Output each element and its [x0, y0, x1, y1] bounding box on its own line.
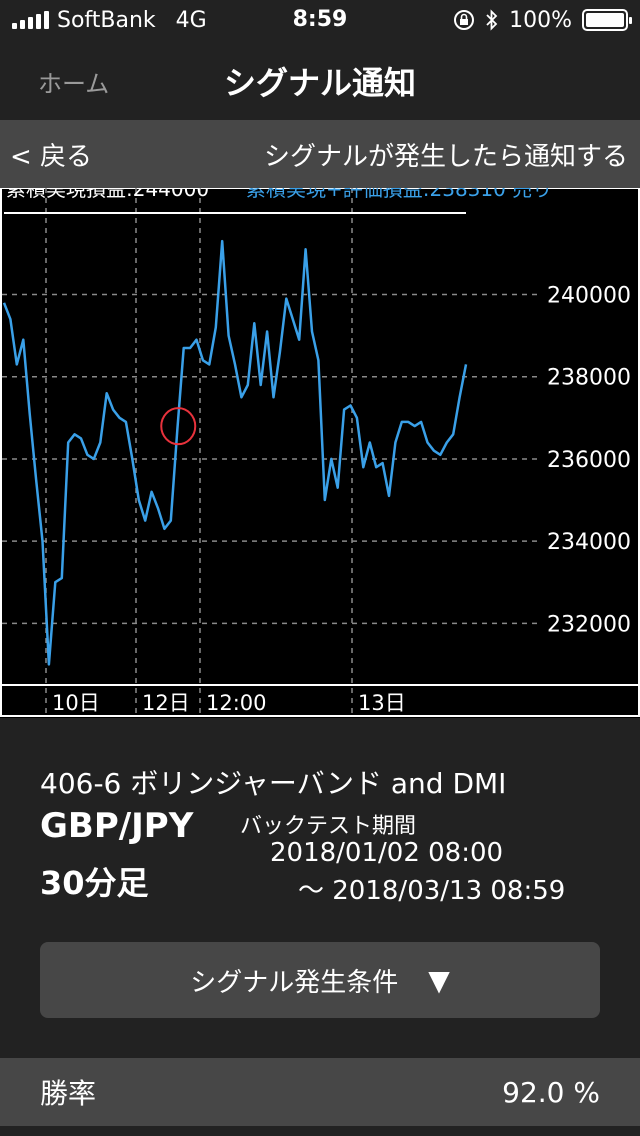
backtest-period-label: バックテスト期間	[240, 814, 417, 839]
sub-header-bar: < 戻る シグナルが発生したら通知する	[0, 120, 640, 188]
y-tick-label: 240000	[547, 284, 631, 309]
chart-svg: 240000 238000 236000 234000 232000 10日 12日 12:0…	[0, 188, 640, 718]
y-tick-label: 238000	[547, 366, 631, 391]
x-tick-label: 12:00	[206, 691, 267, 715]
chart-frame	[0, 188, 640, 717]
strategy-info: 406-6 ボリンジャーバンド and DMI GBP/JPY 30分足 バック…	[0, 718, 640, 1058]
y-tick-label: 236000	[547, 448, 631, 473]
rotation-lock-icon	[454, 10, 475, 30]
winrate-label: 勝率	[40, 1077, 97, 1110]
carrier-name: SoftBank	[57, 7, 156, 33]
signal-condition-button[interactable]: シグナル発生条件 ▼	[40, 942, 600, 1018]
navigation-bar: ホーム シグナル通知	[0, 40, 640, 120]
status-left: SoftBank 4G	[12, 8, 207, 33]
series-line	[2, 239, 468, 666]
notify-signal-button[interactable]: シグナルが発生したら通知する	[263, 141, 628, 172]
x-tick-label: 10日	[52, 691, 100, 715]
bluetooth-icon	[486, 9, 498, 31]
signal-condition-label: シグナル発生条件	[190, 967, 399, 998]
legend-total-pnl: 累積実現+評価損益:238310 売り	[246, 188, 552, 201]
x-tick-label: 13日	[358, 691, 406, 715]
network-type: 4G	[175, 7, 207, 33]
home-tab-button[interactable]: ホーム	[38, 70, 110, 98]
battery-icon	[582, 9, 632, 31]
battery-percent: 100%	[509, 7, 572, 33]
currency-pair: GBP/JPY	[40, 806, 194, 846]
winrate-value: 92.0 %	[502, 1075, 600, 1109]
timeframe: 30分足	[40, 864, 149, 902]
triangle-down-icon: ▼	[428, 963, 450, 997]
signal-marker	[160, 407, 197, 446]
backtest-start: 2018/01/02 08:00	[270, 838, 504, 868]
y-tick-label: 234000	[547, 530, 631, 555]
back-button[interactable]: < 戻る	[10, 141, 93, 172]
strategy-name: 406-6 ボリンジャーバンド and DMI	[40, 767, 507, 800]
bottom-strip	[0, 1126, 640, 1136]
winrate-row: 勝率 92.0 %	[0, 1058, 640, 1126]
y-tick-label: 232000	[547, 612, 631, 637]
price-chart[interactable]: 240000 238000 236000 234000 232000 10日 12日 12:0…	[0, 188, 640, 718]
legend-realized-pnl: 累積実現損益:244000	[6, 188, 209, 201]
signal-strength-icon	[12, 11, 49, 29]
status-bar: SoftBank 4G 8:59 100%	[0, 0, 640, 40]
backtest-end: ～ 2018/03/13 08:59	[298, 876, 566, 906]
x-tick-label: 12日	[142, 691, 190, 715]
status-right: 100%	[453, 7, 632, 33]
